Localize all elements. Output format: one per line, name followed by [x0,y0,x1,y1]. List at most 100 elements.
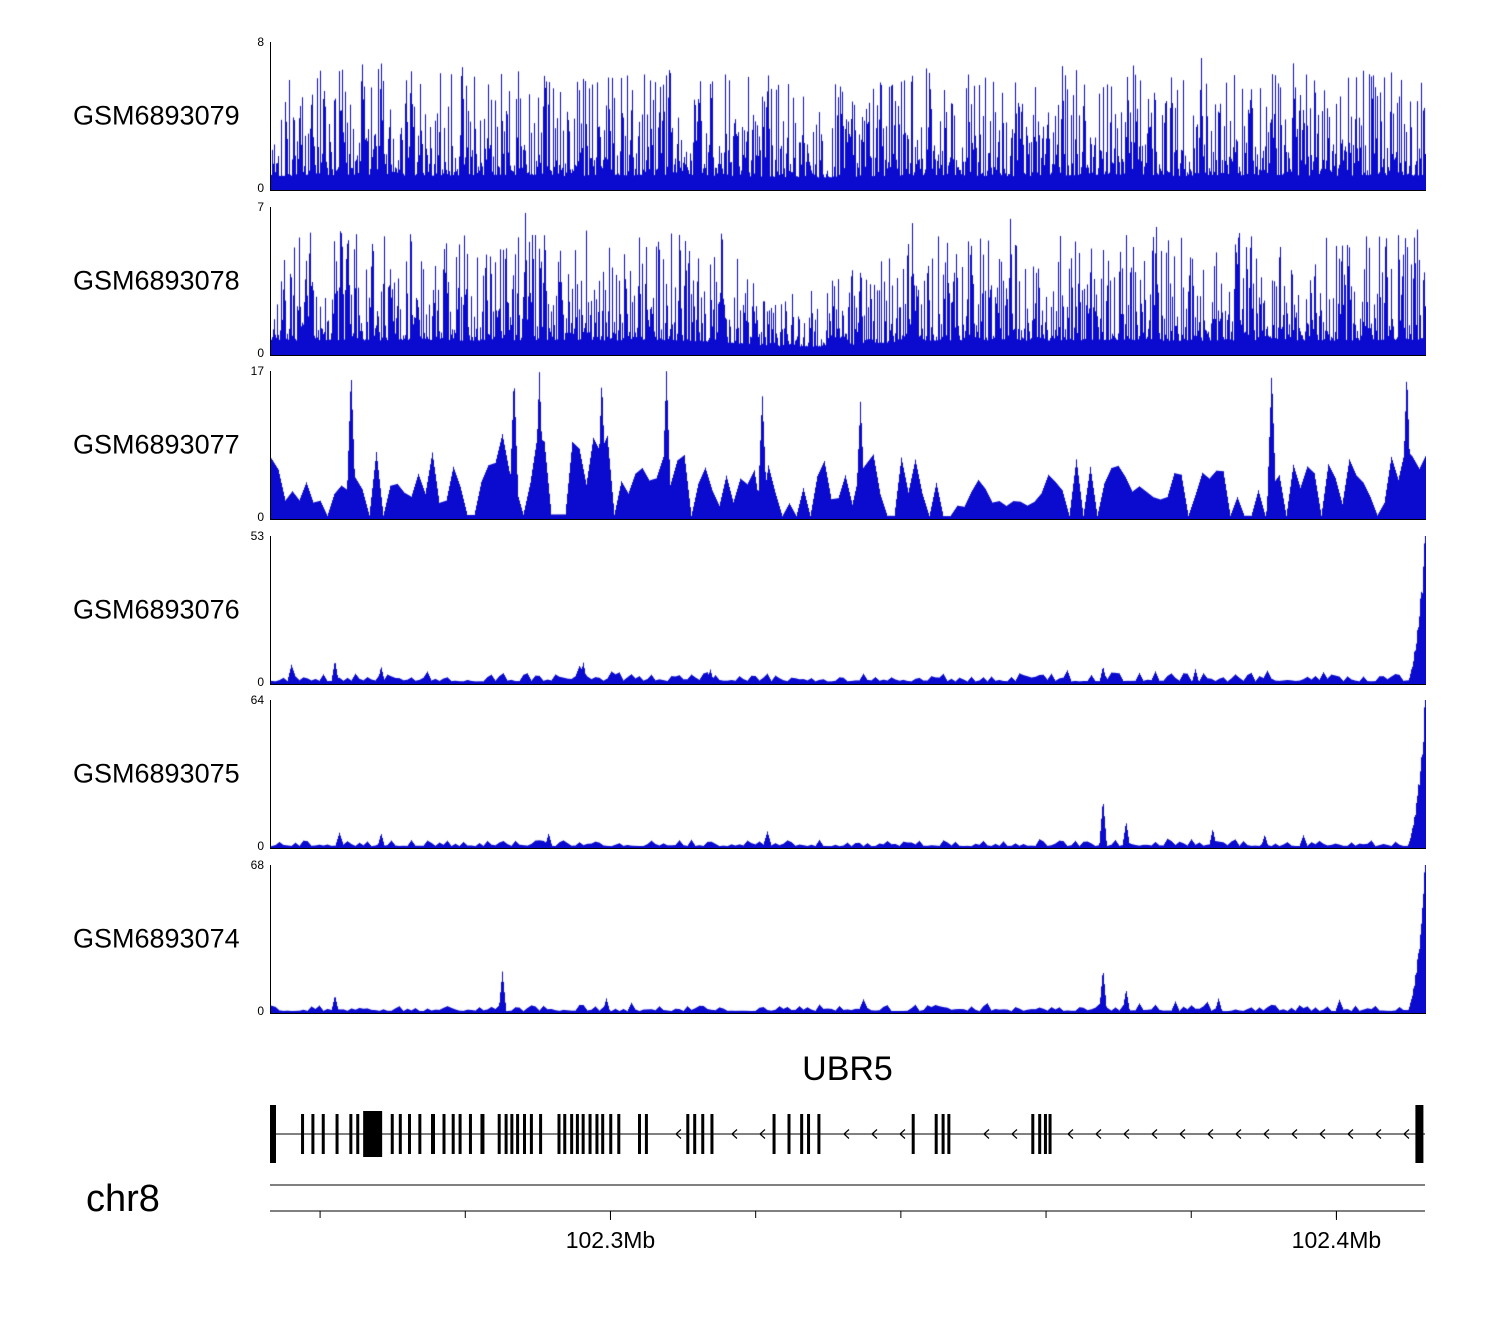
coverage-area-plot [271,700,1426,849]
strand-arrow-icon [1207,1129,1214,1139]
exon [710,1114,714,1154]
y-axis-zero-label: 0 [257,345,264,360]
axis-tick-label: 102.3Mb [566,1227,656,1253]
exon [772,1114,776,1154]
exon [349,1114,353,1154]
exon [1031,1114,1035,1154]
y-axis-max-label: 53 [250,528,264,543]
genome-axis-track: 102.3Mb 102.4Mb [270,1184,1425,1253]
gene-name-label: UBR5 [802,1050,893,1088]
exon [516,1114,520,1154]
axis-tick-label: 102.4Mb [1292,1227,1382,1253]
exon [609,1114,613,1154]
exon [947,1114,951,1154]
exon [356,1114,360,1154]
coverage-track: GSM6893078 7 0 [73,201,1426,359]
exon [504,1114,508,1154]
strand-arrow-icon [1263,1129,1270,1139]
y-axis-zero-label: 0 [257,674,264,689]
strand-arrow-icon [1235,1129,1242,1139]
exon [1038,1114,1042,1154]
coverage-track: GSM6893075 64 0 [73,694,1426,852]
y-axis-zero-label: 0 [257,510,264,525]
strand-arrow-icon [1375,1129,1382,1139]
exon [1043,1114,1047,1154]
strand-arrow-icon [983,1129,990,1139]
exon [539,1114,543,1154]
exon [1415,1105,1424,1163]
coverage-area-plot [271,535,1426,684]
exon [431,1114,435,1154]
gene-model-track [270,1105,1425,1163]
strand-arrow-icon [1403,1129,1410,1139]
coverage-track: GSM6893079 8 0 [73,36,1426,194]
exon [390,1114,394,1154]
exon [911,1114,915,1154]
exon [601,1114,605,1154]
exon [557,1114,561,1154]
exon [363,1111,383,1157]
strand-arrow-icon [843,1129,850,1139]
y-axis-zero-label: 0 [257,181,264,195]
exon [458,1114,462,1154]
exon [934,1114,938,1154]
exon [807,1114,811,1154]
strand-arrow-icon [1319,1129,1326,1139]
track-name-label: GSM6893074 [73,923,240,954]
exon [468,1114,472,1154]
y-axis-max-label: 8 [257,35,264,49]
coverage-track: GSM6893074 68 0 [73,859,1426,1017]
exon [787,1114,791,1154]
exon [817,1114,821,1154]
strand-arrow-icon [1095,1129,1102,1139]
exon [451,1114,455,1154]
track-name-label: GSM6893075 [73,758,240,789]
y-axis-zero-label: 0 [257,839,264,854]
exon [311,1114,315,1154]
strand-arrow-icon [1067,1129,1074,1139]
strand-arrow-icon [1291,1129,1298,1139]
exon [301,1114,305,1154]
strand-arrow-icon [731,1129,738,1139]
strand-arrow-icon [1151,1129,1158,1139]
exon [595,1114,599,1154]
coverage-track: GSM6893077 17 0 [73,365,1426,523]
exon [701,1114,705,1154]
y-axis-max-label: 64 [250,693,264,708]
strand-arrow-icon [675,1129,682,1139]
y-axis-max-label: 68 [250,858,264,872]
coverage-area-plot [271,206,1426,355]
exon [497,1114,501,1154]
exon [523,1114,526,1154]
exon [941,1114,945,1154]
exon [693,1114,697,1154]
exon [398,1114,402,1154]
exon [418,1114,422,1154]
exon [480,1114,485,1154]
exon [408,1114,411,1154]
y-axis-max-label: 17 [250,364,264,379]
strand-arrow-icon [1347,1129,1354,1139]
coverage-track: GSM6893076 53 0 [73,530,1426,688]
strand-arrow-icon [1011,1129,1018,1139]
exon [442,1114,446,1154]
coverage-area-plot [271,42,1426,190]
exon [321,1114,325,1154]
coverage-area-plot [271,371,1426,520]
exon [1048,1114,1052,1154]
exon [800,1114,804,1154]
y-axis-zero-label: 0 [257,1004,264,1018]
chromosome-label: chr8 [86,1178,160,1220]
exon [638,1114,641,1154]
exon [570,1114,574,1154]
strand-arrow-icon [899,1129,906,1139]
exon [335,1114,339,1154]
strand-arrow-icon [759,1129,766,1139]
track-name-label: GSM6893077 [73,429,240,460]
exon [510,1114,514,1154]
exon [581,1114,585,1154]
coverage-area-plot [271,865,1426,1013]
exon [617,1114,621,1154]
exon [588,1114,592,1154]
